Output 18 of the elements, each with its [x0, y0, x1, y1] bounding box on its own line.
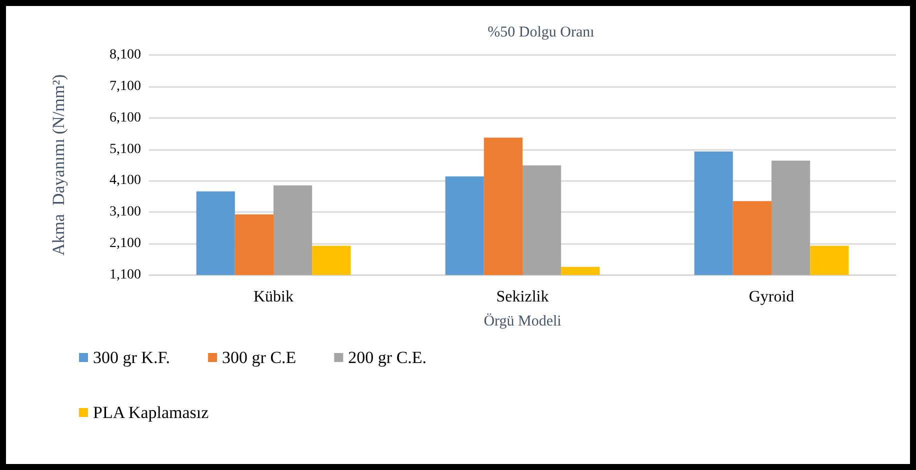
y-tick-label: 7,100	[110, 78, 141, 94]
x-tick-label: Gyroid	[748, 288, 794, 306]
y-tick-label: 1,100	[110, 268, 141, 282]
y-tick-label: 6,100	[110, 110, 141, 126]
legend-label: 300 gr K.F.	[93, 348, 170, 367]
y-tick-label: 3,100	[110, 204, 141, 220]
x-tick-label: Sekizlik	[496, 288, 549, 306]
y-tick-label: 5,100	[110, 142, 141, 157]
x-axis-title: Örgü Modeli	[484, 312, 562, 330]
y-axis-title: Akma Dayanımı (N/mm²)	[49, 74, 68, 256]
y-tick-label: 4,100	[110, 173, 141, 188]
y-tick-label: 2,100	[110, 236, 141, 252]
legend-label: 200 gr C.E.	[348, 348, 427, 367]
x-tick-label: Kübik	[254, 288, 294, 306]
chart-title: %50 Dolgu Oranı	[488, 24, 594, 40]
y-tick-label: 8,100	[110, 48, 141, 62]
legend-label: PLA Kaplamasız	[93, 403, 210, 422]
legend-label: 300 gr C.E	[222, 348, 296, 367]
